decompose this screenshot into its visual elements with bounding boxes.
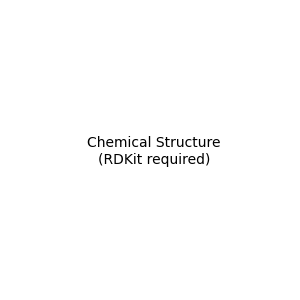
Text: Chemical Structure
(RDKit required): Chemical Structure (RDKit required) xyxy=(87,136,220,166)
